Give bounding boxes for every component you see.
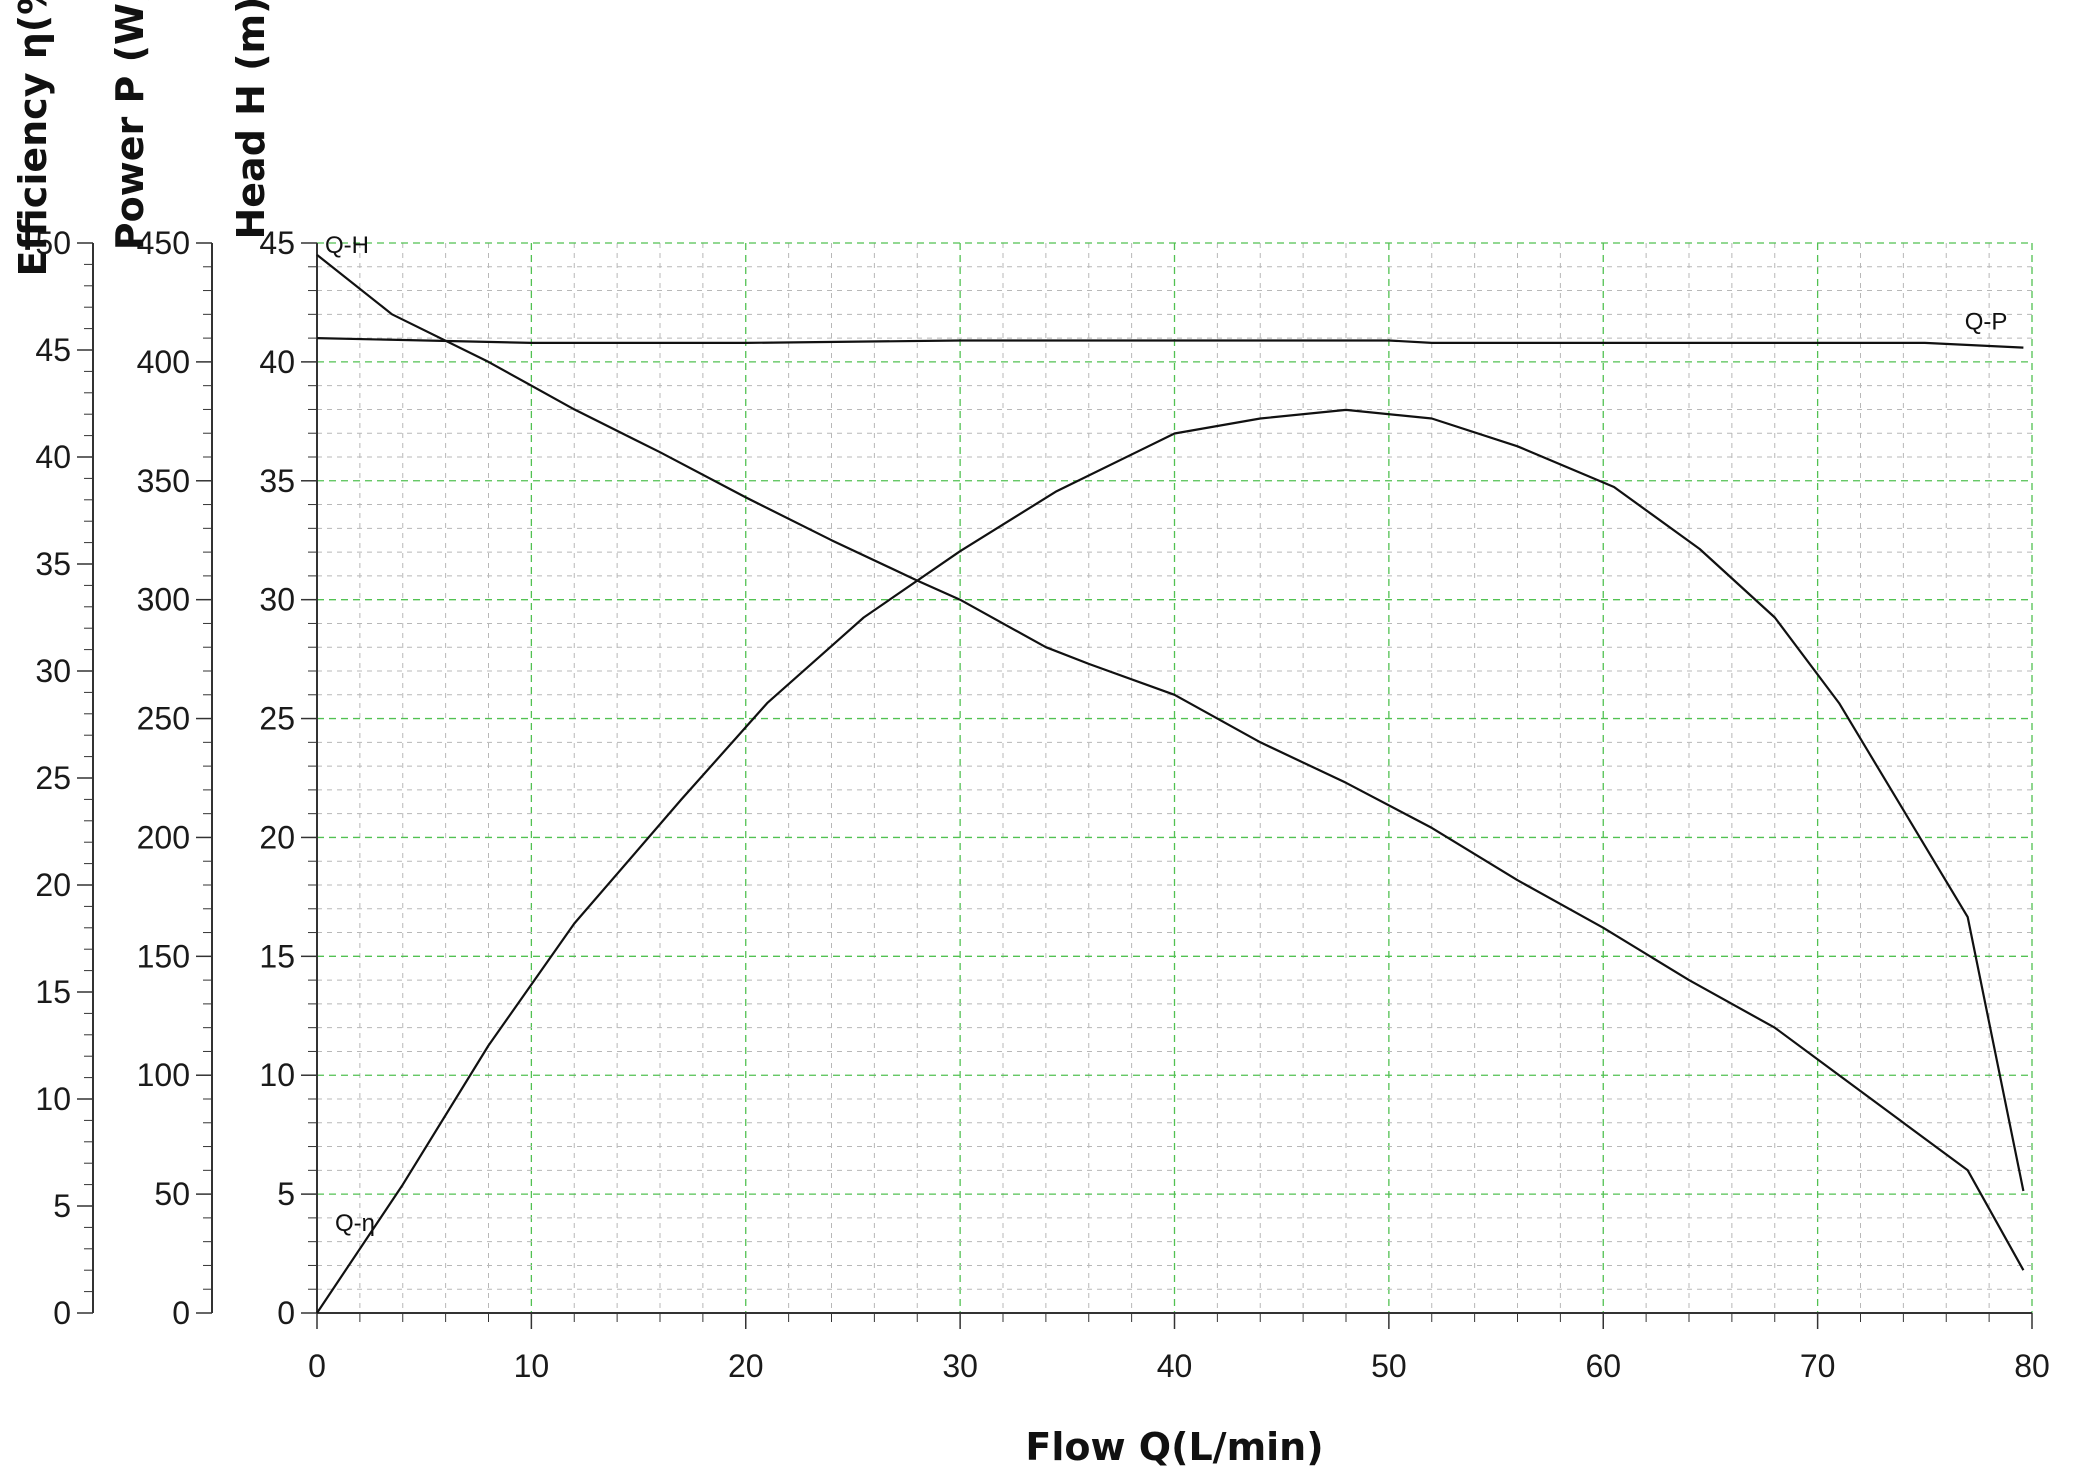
head-tick-label: 45 bbox=[259, 225, 295, 261]
x-tick-label: 0 bbox=[308, 1348, 326, 1384]
power-tick-label: 50 bbox=[154, 1176, 190, 1212]
efficiency-tick-label: 25 bbox=[35, 760, 71, 796]
x-tick-label: 30 bbox=[942, 1348, 978, 1384]
power-tick-label: 100 bbox=[137, 1057, 190, 1093]
power-tick-label: 300 bbox=[137, 582, 190, 618]
x-tick-label: 50 bbox=[1371, 1348, 1407, 1384]
efficiency-axis-title: Efficiency η(%) bbox=[11, 0, 55, 277]
efficiency-tick-label: 30 bbox=[35, 653, 71, 689]
efficiency-tick-label: 50 bbox=[35, 225, 71, 261]
efficiency-tick-label: 10 bbox=[35, 1081, 71, 1117]
x-tick-label: 70 bbox=[1800, 1348, 1836, 1384]
head-tick-label: 35 bbox=[259, 463, 295, 499]
grid bbox=[317, 242, 2033, 1313]
series-line-power bbox=[316, 337, 2024, 349]
head-tick-label: 0 bbox=[277, 1295, 295, 1331]
power-tick-label: 250 bbox=[137, 701, 190, 737]
x-tick-label: 10 bbox=[514, 1348, 550, 1384]
axes bbox=[77, 242, 2033, 1329]
power-tick-label: 350 bbox=[137, 463, 190, 499]
x-tick-label: 80 bbox=[2014, 1348, 2050, 1384]
power-tick-label: 0 bbox=[172, 1295, 190, 1331]
head-tick-label: 25 bbox=[259, 701, 295, 737]
x-tick-label: 20 bbox=[728, 1348, 764, 1384]
power-tick-label: 400 bbox=[137, 344, 190, 380]
efficiency-tick-label: 45 bbox=[35, 332, 71, 368]
head-tick-label: 5 bbox=[277, 1176, 295, 1212]
head-tick-label: 20 bbox=[259, 819, 295, 855]
efficiency-tick-label: 0 bbox=[53, 1295, 71, 1331]
x-axis-title: Flow Q(L/min) bbox=[1025, 1425, 1323, 1466]
efficiency-tick-label: 20 bbox=[35, 867, 71, 903]
head-tick-label: 10 bbox=[259, 1057, 295, 1093]
efficiency-tick-label: 15 bbox=[35, 974, 71, 1010]
efficiency-tick-label: 40 bbox=[35, 439, 71, 475]
series-line-head bbox=[316, 254, 2025, 1271]
x-tick-label: 60 bbox=[1585, 1348, 1621, 1384]
head-tick-label: 15 bbox=[259, 938, 295, 974]
series-line-efficiency bbox=[316, 408, 2025, 1314]
power-axis-title: Power P (W) bbox=[108, 0, 152, 250]
power-tick-label: 200 bbox=[137, 819, 190, 855]
efficiency-tick-label: 35 bbox=[35, 546, 71, 582]
series-label-power: Q-P bbox=[1965, 309, 2008, 336]
x-tick-label: 40 bbox=[1157, 1348, 1193, 1384]
efficiency-tick-label: 5 bbox=[53, 1188, 71, 1224]
head-tick-label: 40 bbox=[259, 344, 295, 380]
series-label-head: Q-H bbox=[325, 232, 369, 259]
power-tick-label: 450 bbox=[137, 225, 190, 261]
head-tick-label: 30 bbox=[259, 582, 295, 618]
series-label-efficiency: Q-η bbox=[335, 1210, 375, 1237]
series bbox=[316, 254, 2025, 1314]
power-tick-label: 150 bbox=[137, 938, 190, 974]
head-axis-title: Head H (m) bbox=[229, 0, 273, 240]
